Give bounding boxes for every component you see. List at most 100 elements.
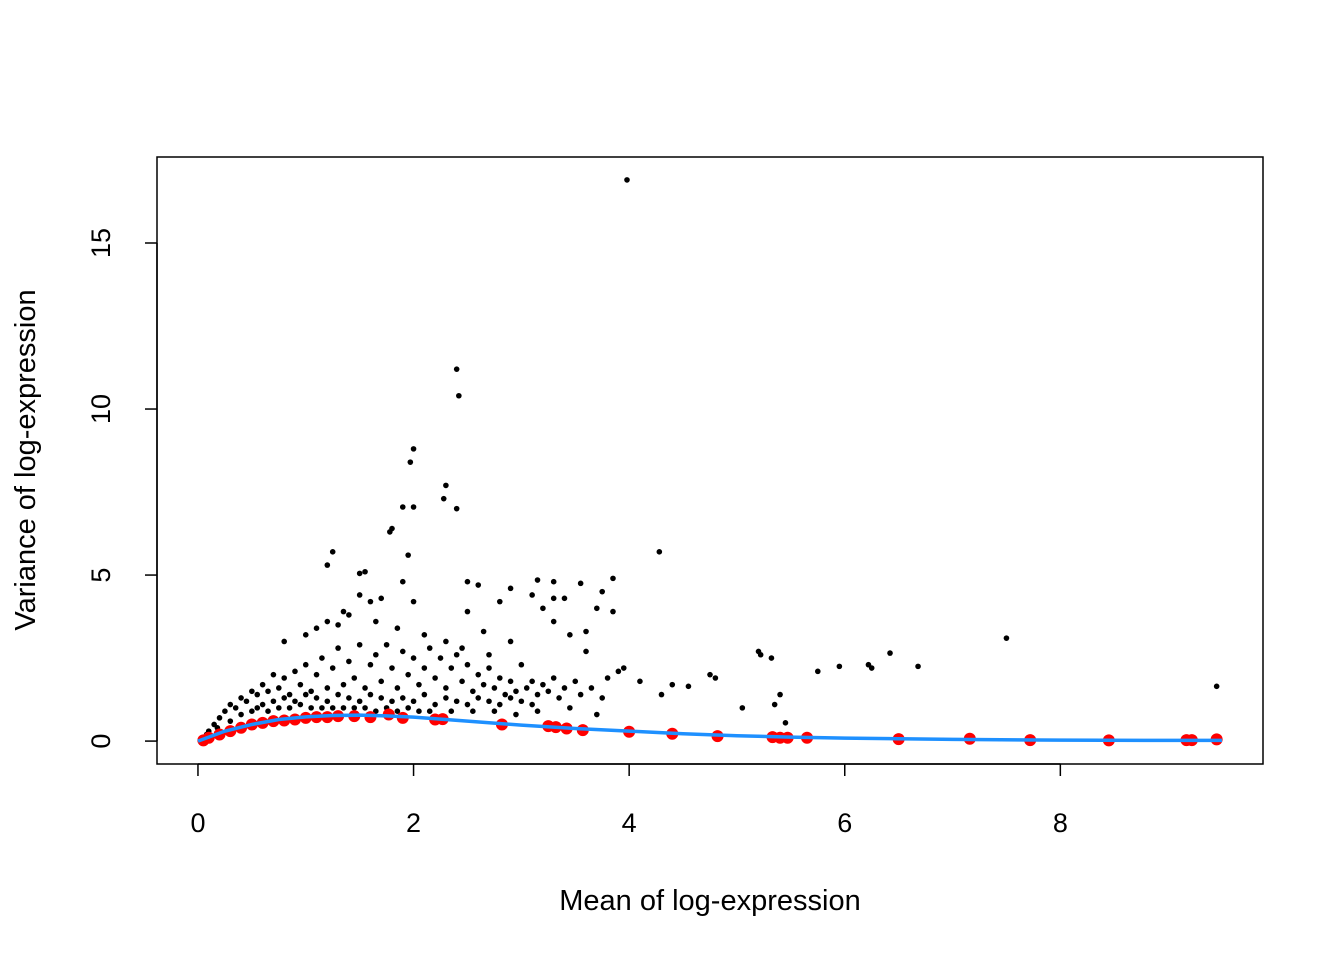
gene-point (443, 695, 449, 701)
gene-point (523, 685, 530, 691)
gene-point (383, 641, 390, 648)
gene-point (491, 685, 498, 691)
gene-point (426, 645, 433, 651)
gene-point (599, 588, 606, 595)
gene-point (410, 655, 417, 661)
gene-point (868, 665, 875, 671)
x-axis-label: Mean of log-expression (559, 885, 860, 917)
x-tick-label: 6 (837, 808, 852, 838)
gene-point (222, 708, 228, 715)
gene-point (464, 608, 471, 615)
gene-point (367, 661, 374, 668)
gene-point (249, 688, 255, 695)
gene-point (534, 577, 541, 583)
gene-point (329, 665, 336, 671)
gene-point (292, 668, 298, 675)
gene-point (453, 505, 460, 512)
gene-point (356, 592, 363, 598)
gene-point (313, 695, 320, 701)
gene-point (421, 632, 428, 638)
gene-point (577, 580, 584, 587)
gene-point (259, 681, 266, 688)
gene-point (335, 645, 341, 651)
gene-point (567, 632, 573, 638)
gene-point (707, 671, 713, 678)
gene-point (507, 585, 514, 592)
gene-point (507, 678, 514, 685)
gene-point (346, 612, 352, 618)
gene-point (286, 705, 293, 711)
gene-point (550, 675, 557, 681)
gene-point (610, 608, 616, 615)
gene-point (583, 648, 589, 655)
gene-point (346, 695, 352, 701)
gene-point (561, 685, 568, 691)
gene-point (324, 562, 331, 568)
gene-point (545, 688, 552, 695)
gene-point (270, 698, 277, 705)
gene-point (529, 592, 535, 598)
gene-point (302, 661, 309, 668)
gene-point (421, 665, 428, 671)
gene-point (259, 701, 266, 708)
gene-point (599, 695, 606, 701)
gene-point (340, 705, 347, 711)
gene-point (453, 651, 460, 658)
gene-point (556, 695, 562, 701)
gene-point (394, 685, 401, 691)
gene-point (356, 641, 363, 648)
gene-point (378, 678, 385, 685)
gene-point (276, 705, 282, 711)
gene-point (453, 698, 460, 705)
gene-point (604, 675, 611, 681)
gene-point (496, 675, 503, 681)
gene-point (475, 671, 482, 678)
gene-point (757, 651, 764, 658)
gene-point (243, 698, 250, 705)
gene-point (610, 575, 616, 582)
gene-point (550, 595, 557, 602)
gene-point (410, 698, 417, 705)
gene-point (443, 482, 449, 489)
gene-point (329, 705, 336, 711)
gene-point (238, 695, 244, 701)
gene-point (302, 691, 309, 698)
gene-point (620, 665, 627, 671)
gene-point (459, 645, 465, 651)
gene-point (335, 622, 341, 628)
gene-point (362, 568, 368, 575)
gene-point (410, 504, 417, 510)
gene-point (486, 698, 492, 705)
gene-point (637, 678, 643, 685)
gene-point (319, 705, 325, 711)
gene-point (459, 678, 465, 685)
gene-point (416, 681, 422, 688)
gene-point (475, 582, 482, 588)
y-axis-label: Variance of log-expression (10, 289, 42, 630)
gene-point (373, 708, 379, 715)
gene-point (1003, 635, 1010, 641)
gene-point (658, 691, 665, 698)
gene-point (232, 705, 239, 711)
gene-point (594, 605, 600, 612)
gene-point (281, 695, 288, 701)
gene-point (324, 618, 331, 625)
gene-point (362, 685, 368, 691)
gene-point (227, 701, 234, 708)
gene-point (405, 705, 411, 711)
gene-point (486, 651, 492, 658)
gene-point (448, 665, 455, 671)
gene-point (407, 459, 414, 465)
gene-point (416, 708, 422, 715)
gene-point (887, 650, 893, 656)
gene-point (249, 708, 255, 715)
x-tick-label: 4 (622, 808, 637, 838)
gene-point (389, 698, 395, 705)
gene-point (405, 671, 411, 678)
gene-point (615, 668, 622, 675)
gene-point (1213, 683, 1220, 690)
gene-point (624, 177, 630, 183)
gene-point (324, 698, 331, 705)
gene-point (464, 661, 471, 668)
